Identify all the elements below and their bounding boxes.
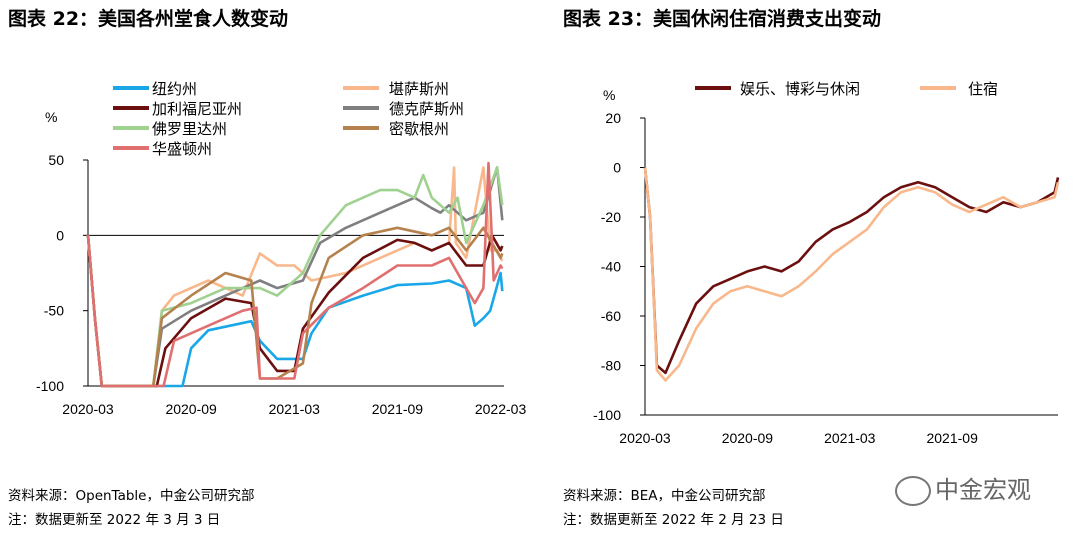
y-axis-unit: % [45,109,57,125]
chart-right: 20 0 -20 -40 -60 -80 -100% 2020-03 2020-09 2021-0… [593,81,1060,446]
x-tick-label: 2021-03 [824,430,876,446]
x-tick-label: 2020-03 [619,430,671,446]
y-tick-label: -40 [601,259,621,275]
watermark: 中金宏观 [895,470,1031,506]
legend-label: 加利福尼亚州 [152,101,242,118]
series-line-4 [86,166,504,388]
y-tick-label: -60 [601,308,621,324]
legend-label: 住宿 [968,81,998,98]
x-tick-label: 2021-03 [269,401,321,417]
right-chart-title: 图表 23：美国休闲住宿消费支出变动 [563,8,882,30]
y-tick-label: 0 [613,160,621,176]
series-line-2 [643,167,1060,382]
series-line-5 [86,166,504,388]
legend-label: 纽约州 [152,81,197,98]
y-tick-label: -100 [36,378,64,394]
right-source-note: 资料来源：BEA，中金公司研究部 [563,488,766,504]
wechat-icon [895,476,931,506]
x-tick-label: 2020-09 [722,430,774,446]
y-tick-label: 0 [56,227,64,243]
series-line-3 [86,234,504,388]
y-tick-label: -50 [44,303,64,319]
series-line-7 [86,161,504,388]
y-tick-label: -100 [593,407,621,423]
legend-label: 德克萨斯州 [389,100,464,118]
x-tick-label: 2022-03 [475,401,527,417]
series-line-6 [86,226,504,388]
y-tick-label: -80 [601,358,621,374]
legend-label: 堪萨斯州 [389,81,449,98]
left-source-note: 资料来源：OpenTable，中金公司研究部 [8,488,255,504]
chart-left: 50 0 -50 -100% 2020-03 2020-09 2021-03 2021-09 2… [36,81,526,417]
legend-label: 华盛顿州 [152,141,212,158]
x-tick-label: 2021-09 [372,401,424,417]
left-update-note: 注：数据更新至 2022 年 3 月 3 日 [8,512,221,528]
watermark-text: 中金宏观 [935,476,1031,504]
series-line-1 [86,235,504,388]
y-tick-label: 50 [48,152,64,168]
legend-label: 娱乐、博彩与休闲 [740,81,860,98]
x-tick-label: 2020-09 [165,401,217,417]
y-tick-label: -20 [601,209,621,225]
x-tick-label: 2021-09 [926,430,978,446]
y-axis-unit: % [603,87,615,103]
y-tick-label: 20 [605,110,621,126]
left-chart-title: 图表 22：美国各州堂食人数变动 [8,8,289,30]
legend-label: 密歇根州 [389,121,449,138]
x-tick-label: 2020-03 [62,401,114,417]
series-line-1 [643,167,1060,375]
series-line-2 [86,166,504,388]
legend-label: 佛罗里达州 [152,121,227,138]
right-update-note: 注：数据更新至 2022 年 2 月 23 日 [563,512,784,528]
